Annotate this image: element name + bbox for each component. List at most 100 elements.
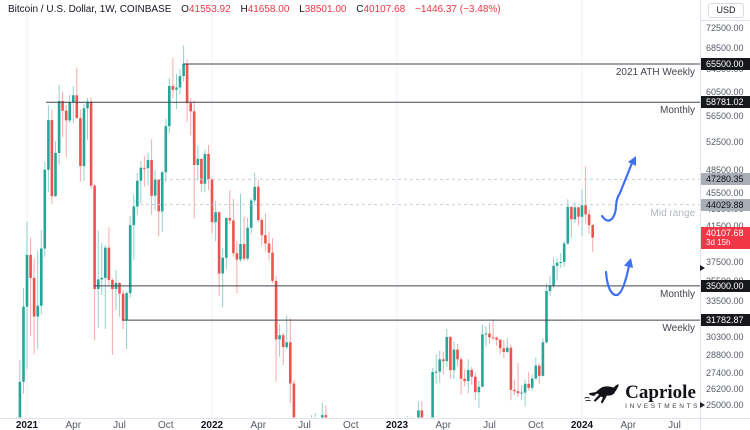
candle[interactable] — [289, 318, 292, 403]
candle[interactable] — [168, 78, 171, 134]
candle[interactable] — [534, 357, 538, 380]
candle[interactable] — [32, 258, 36, 355]
candle[interactable] — [104, 244, 107, 329]
candle[interactable] — [474, 372, 477, 401]
candle[interactable] — [498, 339, 502, 355]
candle[interactable] — [431, 368, 434, 430]
candle[interactable] — [242, 216, 246, 261]
candle[interactable] — [47, 104, 50, 193]
candle[interactable] — [281, 332, 285, 365]
candle[interactable] — [445, 328, 449, 367]
candle[interactable] — [143, 156, 146, 187]
candle[interactable] — [523, 379, 527, 407]
candle[interactable] — [249, 198, 253, 235]
candle[interactable] — [75, 67, 79, 119]
candle[interactable] — [57, 84, 61, 165]
candle[interactable] — [314, 413, 317, 430]
price-level-badge[interactable]: 58781.02 — [701, 96, 750, 109]
candle[interactable] — [538, 363, 541, 384]
candle[interactable] — [157, 178, 160, 237]
candle[interactable] — [257, 180, 260, 223]
candle[interactable] — [89, 97, 93, 190]
candle[interactable] — [79, 109, 82, 182]
candle[interactable] — [43, 161, 47, 257]
candle[interactable] — [68, 95, 71, 123]
candle[interactable] — [438, 350, 441, 384]
candle[interactable] — [516, 363, 520, 398]
candle[interactable] — [495, 336, 498, 346]
candle[interactable] — [513, 379, 516, 396]
candle[interactable] — [25, 221, 29, 369]
candle[interactable] — [584, 166, 587, 224]
symbol-legend[interactable]: Bitcoin / U.S. Dollar, 1W, COINBASE O415… — [8, 4, 501, 15]
candle[interactable] — [520, 385, 523, 401]
bounce-check-arrow[interactable] — [604, 258, 633, 297]
candle[interactable] — [278, 324, 281, 357]
candle[interactable] — [200, 158, 203, 193]
candle[interactable] — [580, 189, 584, 237]
symbol-title[interactable]: Bitcoin / U.S. Dollar, 1W, COINBASE — [8, 4, 172, 15]
candle[interactable] — [559, 253, 562, 268]
candle[interactable] — [470, 366, 473, 385]
candle[interactable] — [228, 190, 232, 225]
candle[interactable] — [264, 213, 267, 252]
candle[interactable] — [246, 218, 249, 261]
candle[interactable] — [481, 324, 484, 388]
candle[interactable] — [178, 69, 182, 95]
candle[interactable] — [591, 224, 594, 253]
candle[interactable] — [463, 369, 466, 387]
candle[interactable] — [100, 243, 103, 295]
candle[interactable] — [196, 146, 200, 181]
candle[interactable] — [577, 206, 580, 226]
candle[interactable] — [488, 322, 491, 344]
candle[interactable] — [175, 73, 178, 109]
candle[interactable] — [552, 257, 555, 289]
candle[interactable] — [587, 209, 591, 234]
candle[interactable] — [271, 238, 274, 284]
candle[interactable] — [150, 139, 153, 215]
candle[interactable] — [502, 339, 506, 359]
candle[interactable] — [570, 206, 573, 238]
candle[interactable] — [64, 104, 68, 158]
candle[interactable] — [86, 98, 89, 140]
price-level-badge[interactable]: 35000.00 — [701, 279, 750, 292]
candle[interactable] — [239, 193, 242, 262]
candle[interactable] — [146, 152, 150, 186]
candle[interactable] — [128, 216, 132, 298]
price-level-badge[interactable]: 31782.87 — [701, 314, 750, 327]
candle[interactable] — [466, 359, 470, 394]
candle[interactable] — [541, 338, 545, 377]
candle[interactable] — [292, 380, 296, 430]
candle[interactable] — [217, 211, 221, 296]
candle[interactable] — [189, 98, 192, 136]
currency-toggle[interactable]: USD — [708, 3, 744, 18]
candle[interactable] — [491, 319, 495, 340]
candle[interactable] — [192, 100, 196, 219]
candle[interactable] — [118, 282, 121, 317]
candle[interactable] — [185, 59, 189, 122]
price-level-badge[interactable]: 47280.35 — [701, 173, 750, 186]
candle[interactable] — [203, 149, 207, 193]
candle[interactable] — [29, 237, 32, 336]
candle[interactable] — [72, 86, 75, 124]
candle[interactable] — [40, 229, 43, 315]
up-trend-curved-arrow[interactable] — [600, 156, 636, 222]
last-price-badge[interactable]: 40107.68 3d 15h — [701, 226, 750, 249]
candle[interactable] — [160, 170, 164, 232]
candle[interactable] — [207, 145, 210, 190]
candle[interactable] — [136, 172, 139, 215]
candle[interactable] — [164, 118, 168, 183]
candle[interactable] — [139, 161, 143, 203]
candle[interactable] — [417, 401, 420, 430]
candle[interactable] — [442, 351, 445, 375]
candle[interactable] — [477, 380, 481, 408]
candle[interactable] — [18, 359, 22, 430]
candle[interactable] — [267, 231, 271, 260]
price-level-badge[interactable]: 65500.00 — [701, 58, 750, 70]
candle[interactable] — [210, 177, 214, 234]
candle[interactable] — [456, 344, 459, 367]
candle[interactable] — [459, 356, 463, 395]
candle[interactable] — [509, 344, 513, 401]
candle[interactable] — [36, 250, 39, 350]
candle[interactable] — [221, 248, 224, 308]
